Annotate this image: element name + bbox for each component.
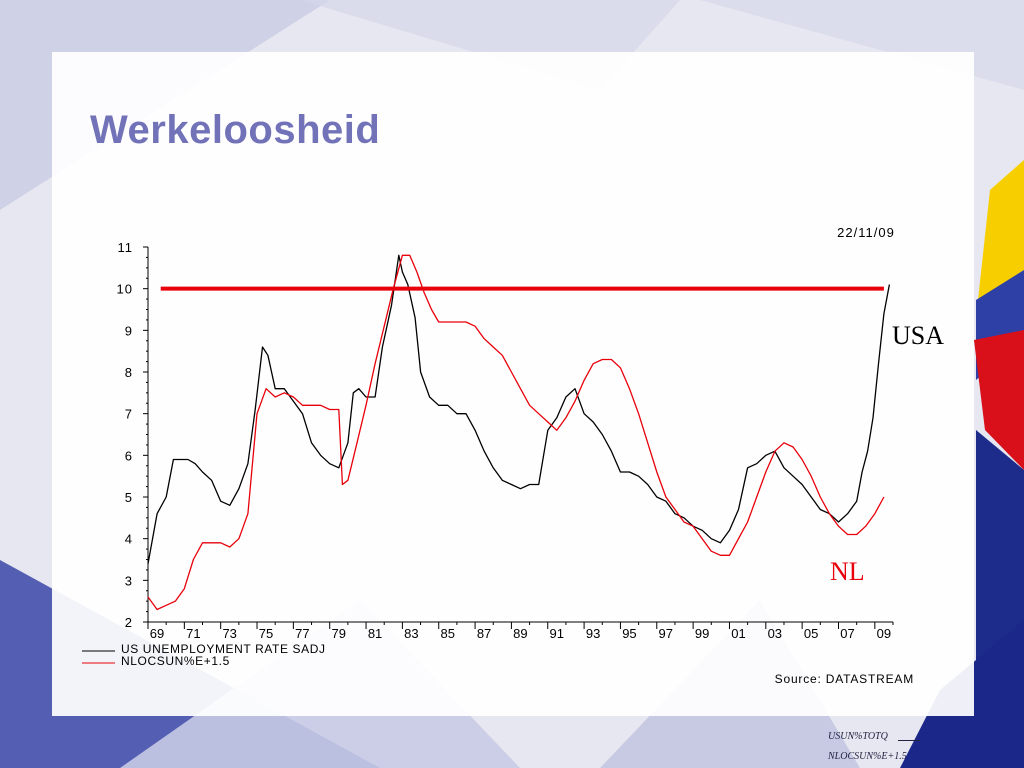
legend-label-us: US UNEMPLOYMENT RATE SADJ — [121, 642, 326, 656]
content-panel — [52, 52, 974, 716]
x-tick-label: 99 — [695, 626, 709, 641]
chart-date-label: 22/11/09 — [837, 225, 895, 240]
usa-label: USA — [892, 321, 944, 350]
x-tick-label: 73 — [222, 626, 236, 641]
series-layer — [147, 254, 891, 611]
footnote-divider — [898, 740, 920, 741]
y-tick-label: 3 — [125, 573, 133, 588]
x-tick-label: 87 — [477, 626, 491, 641]
y-tick-label: 2 — [125, 615, 133, 630]
footnote-us-code: USUN%TOTQ — [828, 731, 888, 742]
y-tick-label: 5 — [125, 490, 133, 505]
x-tick-label: 89 — [513, 626, 527, 641]
y-tick-label: 9 — [125, 323, 133, 338]
footnote-nl-code: NLOCSUN%E+1.5 — [828, 751, 907, 762]
x-tick-label: 09 — [877, 626, 891, 641]
x-tick-label: 95 — [622, 626, 636, 641]
x-tick-label: 77 — [295, 626, 309, 641]
nl-label: NL — [830, 557, 865, 586]
series-line-nl — [147, 254, 885, 611]
x-tick-label: 85 — [440, 626, 454, 641]
y-axis: 2 3 4 5 6 7 8 9 10 11 — [117, 240, 149, 630]
source-label: Source: DATASTREAM — [775, 672, 914, 686]
legend-label-nl: NLOCSUN%E+1.5 — [121, 654, 230, 668]
x-tick-label: 05 — [804, 626, 818, 641]
x-tick-label: 75 — [259, 626, 273, 641]
y-tick-label: 7 — [125, 407, 133, 422]
y-tick-label: 8 — [125, 365, 133, 380]
x-axis: 69 71 73 75 77 79 81 83 85 87 89 91 93 95 97 99 01 03 05 07… — [147, 621, 894, 641]
y-tick-label: 6 — [125, 448, 133, 463]
x-tick-label: 71 — [186, 626, 200, 641]
x-tick-label: 93 — [586, 626, 600, 641]
x-tick-label: 01 — [731, 626, 745, 641]
slide-title: Werkeloosheid — [90, 108, 381, 152]
x-tick-label: 83 — [404, 626, 418, 641]
y-tick-label: 10 — [117, 282, 133, 297]
x-tick-label: 91 — [550, 626, 564, 641]
x-tick-label: 07 — [840, 626, 854, 641]
x-tick-label: 79 — [331, 626, 345, 641]
x-tick-label: 97 — [659, 626, 673, 641]
y-tick-label: 11 — [118, 240, 134, 255]
legend: US UNEMPLOYMENT RATE SADJ NLOCSUN%E+1.5 — [82, 642, 326, 668]
x-tick-label: 81 — [368, 626, 382, 641]
y-tick-label: 4 — [125, 532, 133, 547]
series-line-us — [147, 254, 891, 564]
x-tick-label: 03 — [768, 626, 782, 641]
x-tick-label: 69 — [150, 626, 164, 641]
